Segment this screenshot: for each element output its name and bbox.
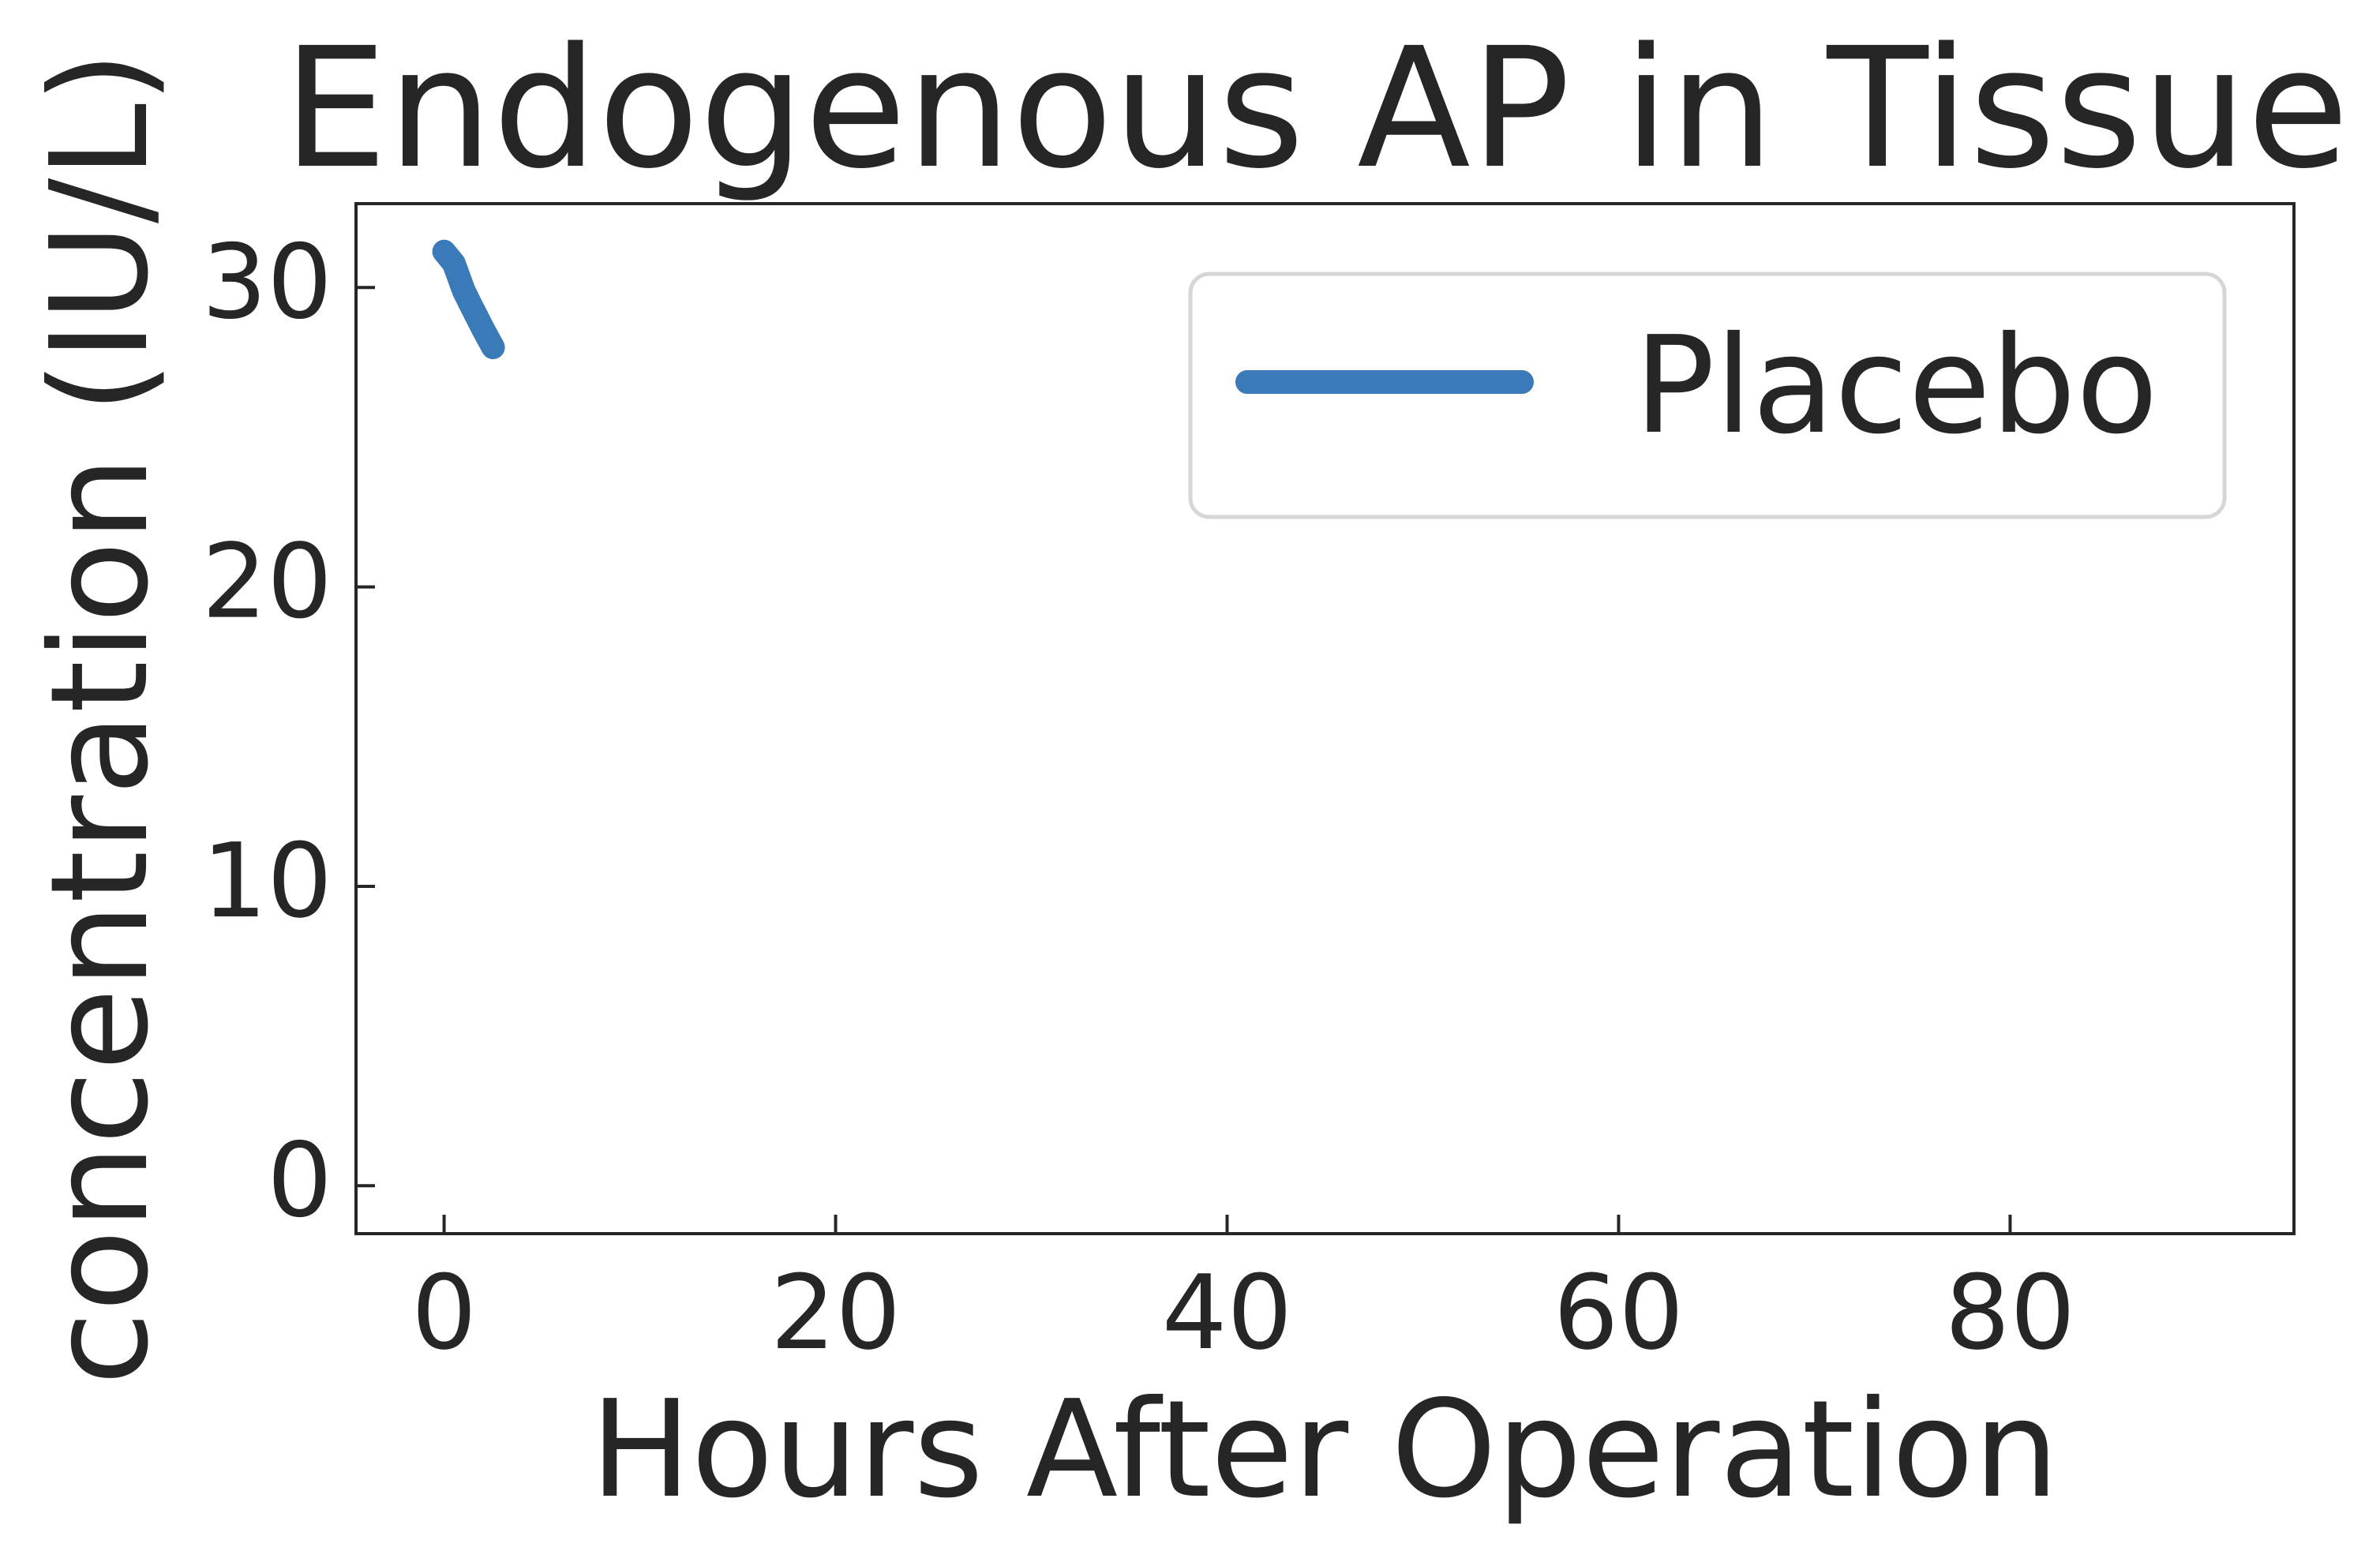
legend: Placebo [1188,272,2227,519]
chart-title: Endogenous AP in Tissue [283,12,2348,205]
y-tick-label: 30 [202,222,332,342]
legend-box [1188,272,2227,519]
x-axis-ticks: 0 20 40 60 80 [411,1215,2075,1373]
x-tick-label: 60 [1554,1253,1684,1373]
x-tick-label: 80 [1945,1253,2075,1373]
y-axis-label: concentration (IU/L) [22,51,178,1386]
legend-label-placebo: Placebo [1634,308,2158,464]
plot-area: 0 10 20 30 0 20 40 60 80 [202,202,2296,1373]
x-tick-label: 20 [770,1253,901,1373]
y-tick-label: 20 [202,522,332,642]
y-tick-label: 0 [267,1120,332,1240]
x-axis-label: Hours After Operation [590,1372,2059,1528]
series-line-0 [432,239,505,360]
y-tick-label: 10 [202,821,332,941]
x-tick-label: 0 [411,1253,477,1373]
x-tick-label: 40 [1162,1253,1292,1373]
plot-frame [354,202,2296,1235]
series-layer [432,239,505,360]
y-axis-ticks: 0 10 20 30 [202,222,375,1240]
